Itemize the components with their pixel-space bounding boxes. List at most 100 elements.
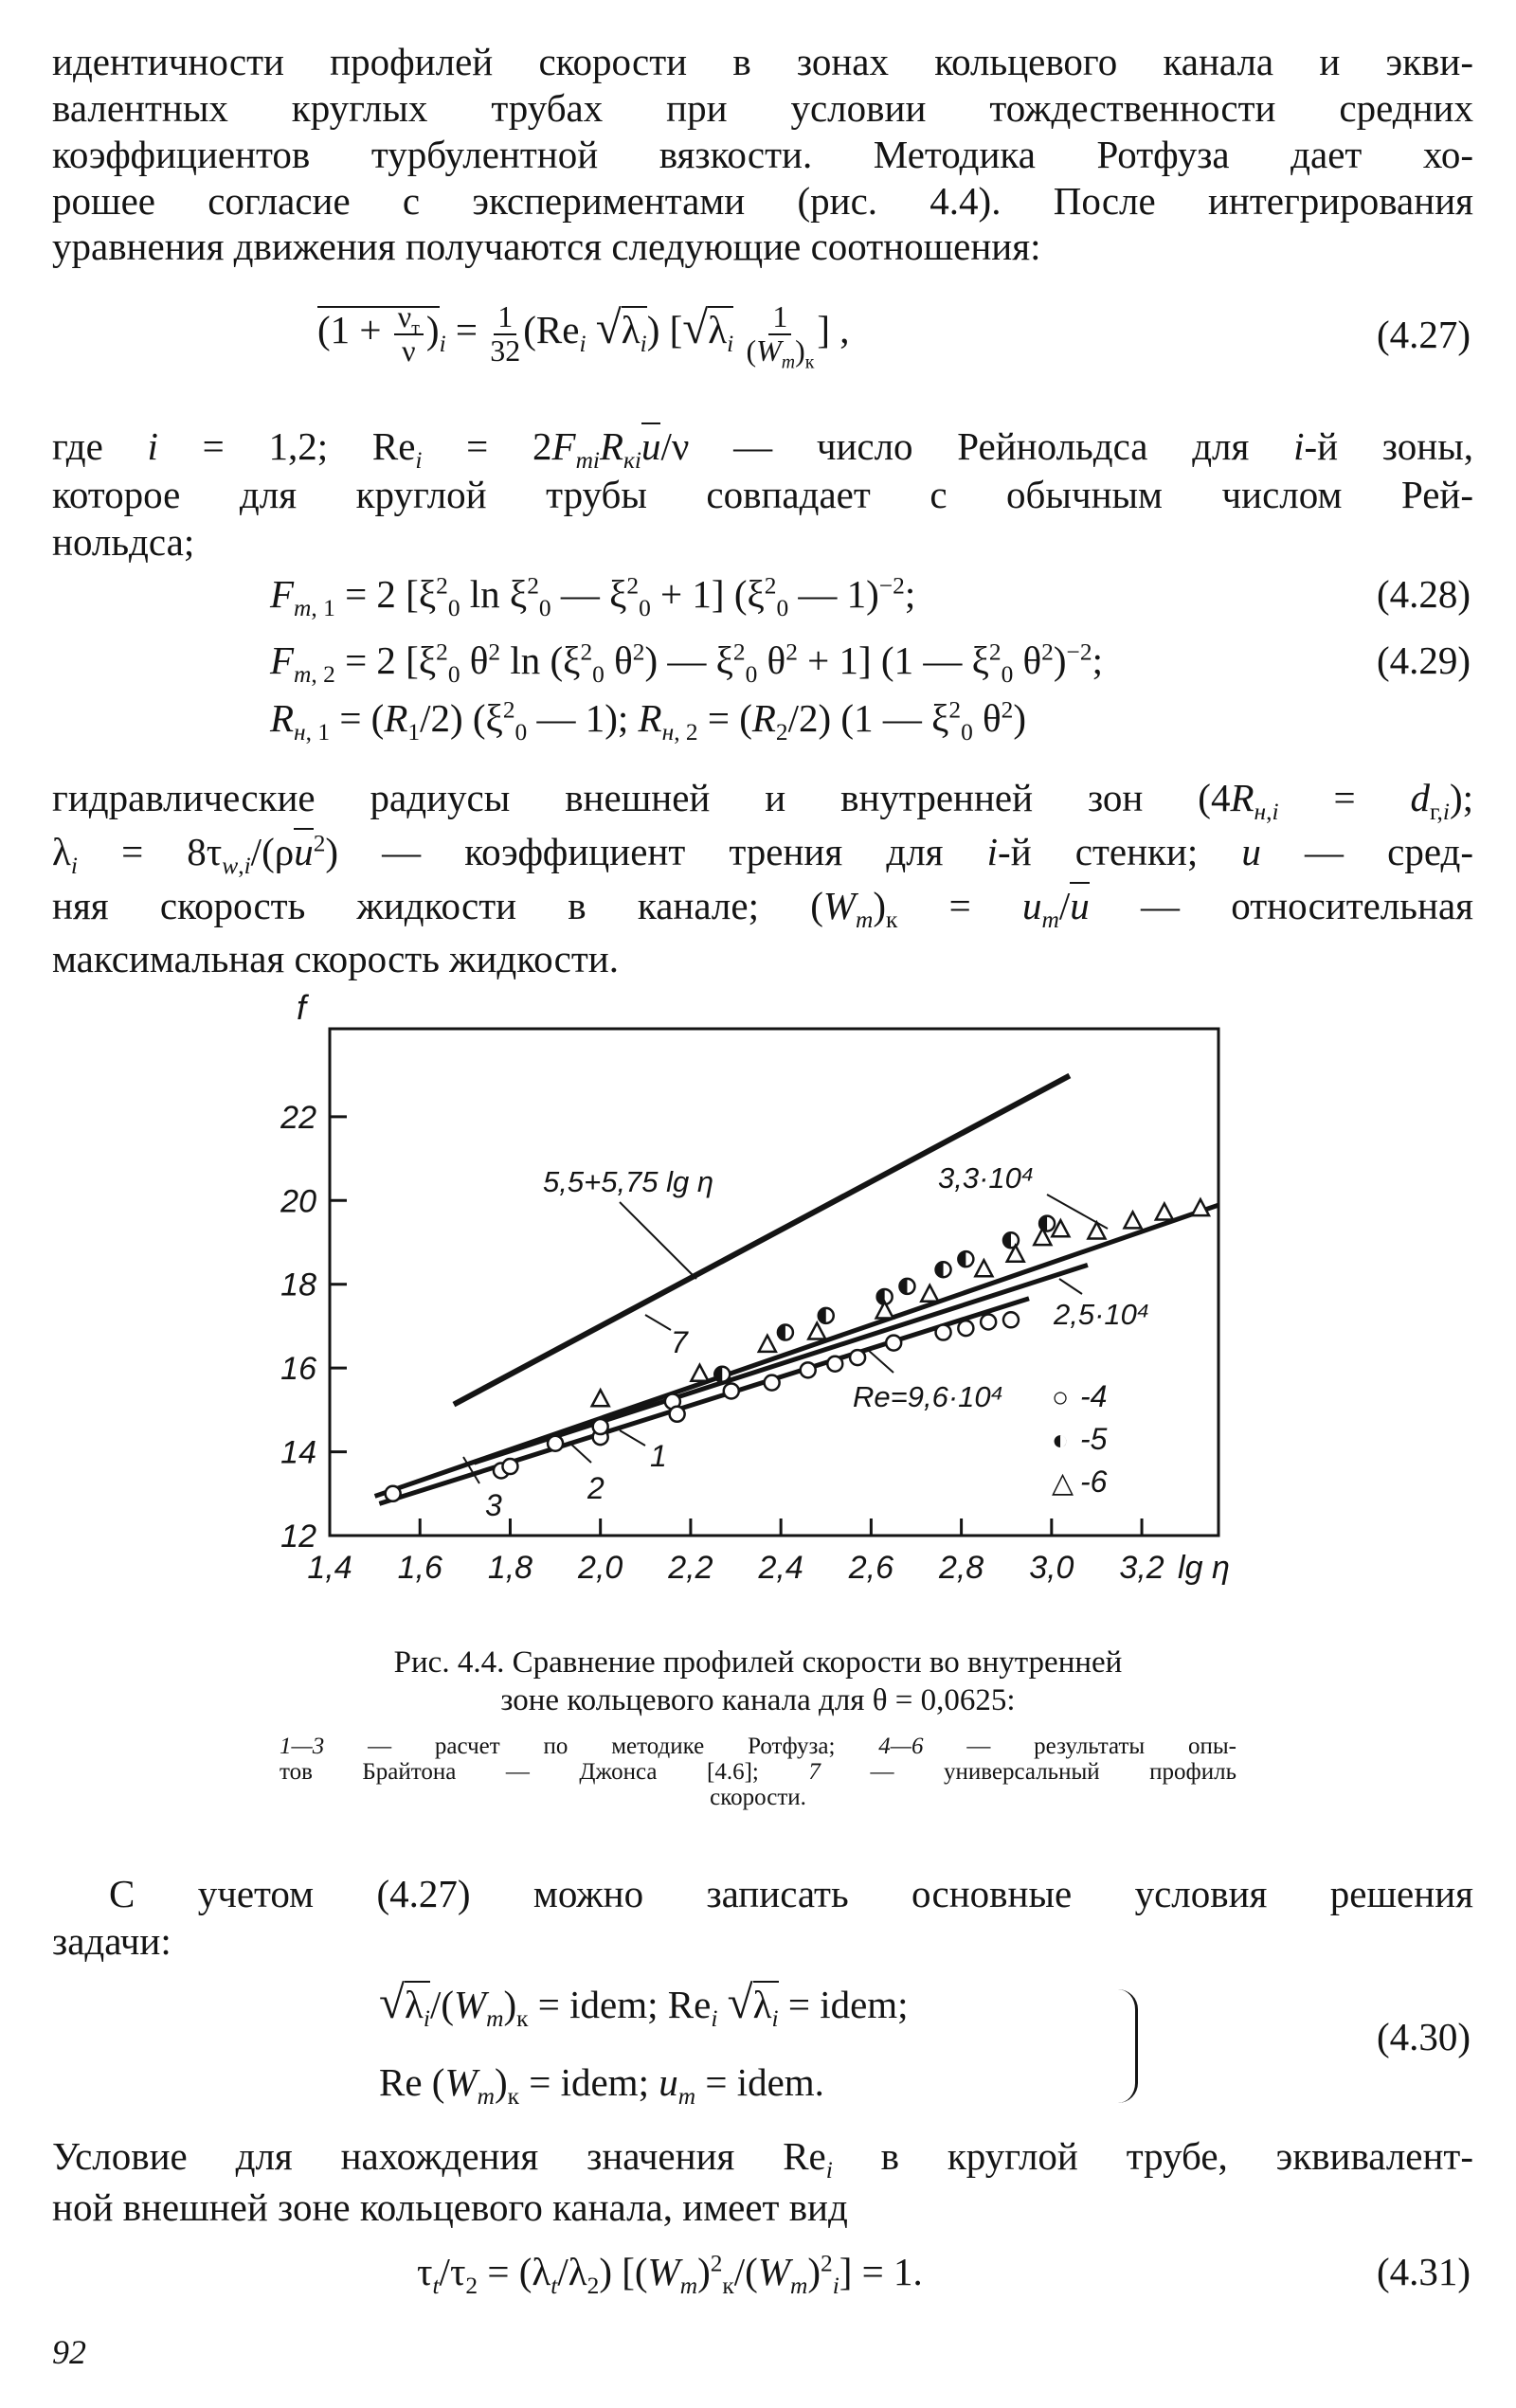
numerator: 1	[494, 301, 517, 335]
text-line: задачи:	[52, 1919, 171, 1963]
text-line: уравнения движения получаются следующие …	[52, 225, 1041, 268]
data-point-series-6	[919, 1283, 941, 1303]
italic: н	[294, 719, 306, 746]
data-point-series-4	[979, 1313, 998, 1331]
right-brace	[1118, 1989, 1138, 2103]
superscript: 2	[488, 638, 501, 666]
data-point-series-4	[826, 1355, 844, 1373]
italic: W	[822, 884, 857, 927]
text-line: Условие для нахождения значения Rei в кр…	[52, 2134, 1474, 2184]
subscript: 0	[447, 661, 460, 689]
italic: i	[825, 2157, 833, 2184]
text-line: нольдса;	[52, 520, 195, 564]
subscript: н, 2	[661, 719, 698, 746]
superscript: 2	[710, 2250, 723, 2277]
equation-4-30-line-2: Re (Wm)к = idem; um = idem.	[379, 2060, 824, 2111]
italic: i	[711, 2005, 718, 2033]
equation-number: (4.28)	[1376, 572, 1471, 616]
text-line: валентных круглых трубах при условии тож…	[52, 86, 1473, 130]
data-point-fill	[876, 1288, 885, 1304]
overline: u	[294, 828, 314, 873]
italic: i	[439, 331, 446, 358]
subscript: к	[722, 2273, 734, 2300]
equation-4-29: Fm, 2 = 2 [ξ20 θ2 ln (ξ20 θ2) — ξ20 θ2 +…	[270, 638, 1103, 689]
figure-caption-note: 1—3 — расчет по методике Ротфуза; 4—6 — …	[280, 1734, 1236, 1759]
y-tick-label: 20	[280, 1183, 316, 1219]
italic: i	[986, 830, 999, 873]
sqrt-sign: √	[595, 300, 622, 353]
italic: m	[781, 350, 796, 372]
legend-label: -6	[1080, 1465, 1108, 1499]
italic: t	[432, 2273, 440, 2300]
fraction: 1 (Wm)к	[746, 301, 815, 372]
x-tick-label: 2,8	[938, 1550, 984, 1586]
equation-number: (4.29)	[1376, 638, 1471, 682]
y-tick-label: 18	[280, 1267, 316, 1303]
italic: н	[661, 719, 675, 746]
italic: mi	[575, 447, 600, 475]
leader-line	[619, 1201, 697, 1280]
superscript: 2	[948, 696, 962, 724]
data-point-series-6	[1122, 1209, 1144, 1230]
subscript: г,i	[1429, 799, 1450, 826]
subscript: m	[486, 2005, 503, 2032]
radicand: λi	[752, 1981, 779, 2033]
text-line: которое для круглой трубы совпадает с об…	[52, 473, 1473, 516]
italic: d	[1410, 776, 1430, 819]
radicand: λi	[708, 305, 734, 358]
subscript: mi	[576, 447, 600, 474]
subscript: m, 1	[294, 595, 335, 622]
equation-4-28: Fm, 1 = 2 [ξ20 ln ξ20 — ξ20 + 1] (ξ20 — …	[270, 572, 916, 622]
italic: R	[270, 696, 295, 740]
curve-number-2: 2	[587, 1471, 605, 1505]
numerator: νт	[393, 301, 424, 337]
superscript: 2	[502, 696, 515, 724]
text-line: идентичности профилей скорости в зонах к…	[52, 40, 1473, 83]
data-point-series-4	[668, 1405, 686, 1424]
text-line: С учетом (4.27) можно записать основные …	[109, 1872, 1473, 1915]
superscript: 2	[527, 572, 539, 600]
curve-label-2: 2,5·10⁴	[1053, 1298, 1149, 1331]
data-point-fill	[818, 1307, 826, 1323]
figure-caption-note: скорости.	[710, 1785, 806, 1810]
legend-symbol: ◐	[1052, 1425, 1069, 1456]
legend-symbol: ○	[1052, 1382, 1069, 1413]
italic: i	[1293, 424, 1305, 468]
leader-line	[867, 1349, 894, 1374]
subscript: 0	[514, 719, 528, 746]
x-tick-label: 2,6	[848, 1550, 893, 1586]
data-point-series-6	[1086, 1219, 1108, 1240]
subscript: к	[507, 2083, 519, 2111]
x-tick-label: 1,8	[488, 1550, 532, 1586]
italic: u	[641, 424, 661, 468]
subscript: i	[71, 853, 78, 879]
sqrt: √λi	[682, 303, 734, 358]
data-point-series-4	[384, 1484, 402, 1503]
superscript: 2	[436, 638, 448, 666]
italic: 1—3	[280, 1734, 325, 1759]
subscript: 1	[407, 719, 421, 746]
data-point-fill	[899, 1278, 908, 1294]
italic: R	[638, 696, 662, 740]
subscript: i	[415, 447, 422, 474]
data-point-series-4	[763, 1374, 781, 1392]
italic: i	[832, 2273, 839, 2300]
italic: W	[757, 2250, 790, 2293]
italic: u	[1241, 830, 1261, 873]
denominator: (Wm)к	[746, 333, 815, 372]
equation-4-31: τt/τ2 = (λt/λ2) [(Wm)2к/(Wm)2i] = 1.	[417, 2250, 923, 2300]
subscript: m	[1042, 907, 1059, 933]
overline: u	[1070, 882, 1090, 927]
data-point-series-6	[689, 1362, 711, 1383]
leader-line	[462, 1456, 480, 1484]
subscript: 0	[592, 661, 605, 689]
leader-line	[568, 1441, 592, 1464]
data-point-series-6	[1032, 1226, 1054, 1247]
subscript: 2	[775, 719, 788, 746]
data-point-series-4	[799, 1361, 817, 1379]
italic: w	[222, 853, 239, 880]
italic: R	[599, 424, 624, 468]
data-point-series-4	[501, 1457, 519, 1476]
italic: F	[270, 638, 295, 682]
